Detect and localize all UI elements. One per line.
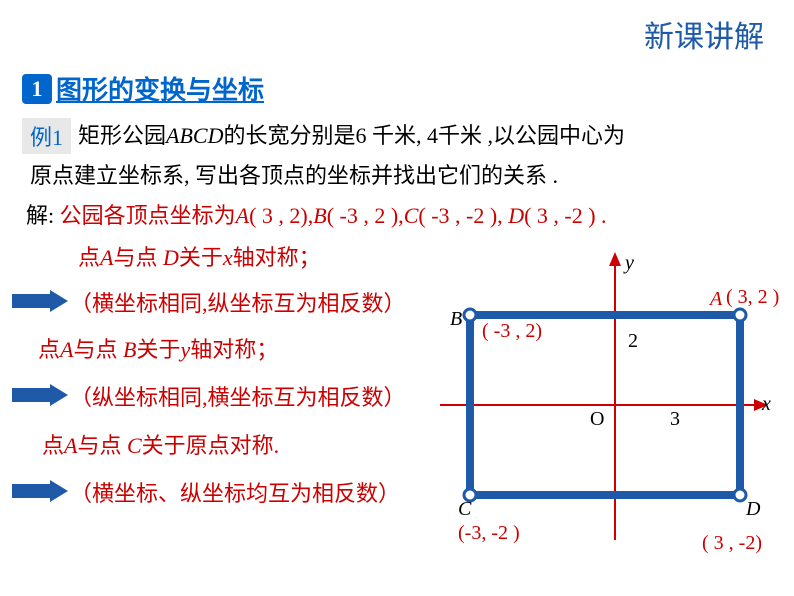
rule3: （横坐标、纵坐标均互为相反数） [70,476,400,511]
n3b: 与点 [77,433,127,458]
point-A-coord: ( 3, 2 ) [726,286,779,309]
n3i1: A [64,433,77,458]
problem-abcd: ABCD [166,123,223,148]
n1d: 轴对称； [233,245,321,270]
sol-A: A [236,203,249,228]
sol-prefix: 解: [26,203,54,228]
n1c: 关于 [179,245,223,270]
x-axis-label: x [762,393,771,416]
section-badge: 1 [22,74,52,104]
point-D-coord: ( 3 , -2) [702,532,762,555]
coordinate-chart: y x O 2 3 A ( 3, 2 ) B ( -3 , 2) C (-3, … [440,250,780,580]
n2a: 点 [38,337,60,362]
y-tick: 2 [628,330,638,353]
problem-seg3: 的长宽分别是6 千米, 4千米 ,以公园中心为 [223,123,625,148]
point-D-name: D [746,498,760,521]
n2i1: A [60,337,73,362]
x-tick: 3 [670,408,680,431]
sol-D: D [503,203,524,228]
n1a: 点 [78,245,100,270]
origin-label: O [590,408,604,431]
n3a: 点 [42,433,64,458]
problem-line1: 矩形公园ABCD的长宽分别是6 千米, 4千米 ,以公园中心为 [78,118,625,153]
sol-B: B [313,203,326,228]
point-C-coord: (-3, -2 ) [458,522,520,545]
point-A-name: A [710,288,722,311]
n2i2: B [123,337,136,362]
example-label: 例1 [22,118,71,154]
sol-C: C [404,203,419,228]
note1: 点A与点 D关于x轴对称； [78,240,321,275]
n1i1: A [100,245,113,270]
n2d: 轴对称； [190,337,278,362]
lesson-header: 新课讲解 [644,12,764,56]
arrow-icon [12,290,68,312]
sol-Bc: ( -3 , 2 ), [327,203,404,228]
point-B-name: B [450,308,462,331]
problem-line2: 原点建立坐标系, 写出各顶点的坐标并找出它们的关系 . [30,158,558,193]
arrow-icon [12,480,68,502]
rule1: （横坐标相同,纵坐标互为相反数） [70,286,406,321]
point-B-coord: ( -3 , 2) [482,320,542,343]
rule2: （纵坐标相同,横坐标互为相反数） [70,380,406,415]
solution-line: 解: 公园各顶点坐标为A( 3 , 2),B( -3 , 2 ),C( -3 ,… [26,198,607,233]
sol-text: 公园各顶点坐标为 [60,203,236,228]
problem-seg1: 矩形公园 [78,123,166,148]
n2c: 关于 [136,337,180,362]
point-C-name: C [458,498,471,521]
note2: 点A与点 B关于y轴对称； [38,332,278,367]
n1i2: D [163,245,179,270]
arrow-icon [12,384,68,406]
section-text: 图形的变换与坐标 [56,70,264,107]
sol-Dc: ( 3 , -2 ) . [524,203,606,228]
sol-Ac: ( 3 , 2), [249,203,313,228]
note3: 点A与点 C关于原点对称. [42,428,279,463]
n2i3: y [180,337,190,362]
n1b: 与点 [113,245,163,270]
sol-Cc: ( -3 , -2 ), [418,203,502,228]
n3i2: C [127,433,142,458]
y-axis-label: y [625,252,634,275]
n3c: 关于原点对称. [142,433,280,458]
n1i3: x [223,245,233,270]
section-title: 1 图形的变换与坐标 [22,70,264,107]
n2b: 与点 [73,337,123,362]
